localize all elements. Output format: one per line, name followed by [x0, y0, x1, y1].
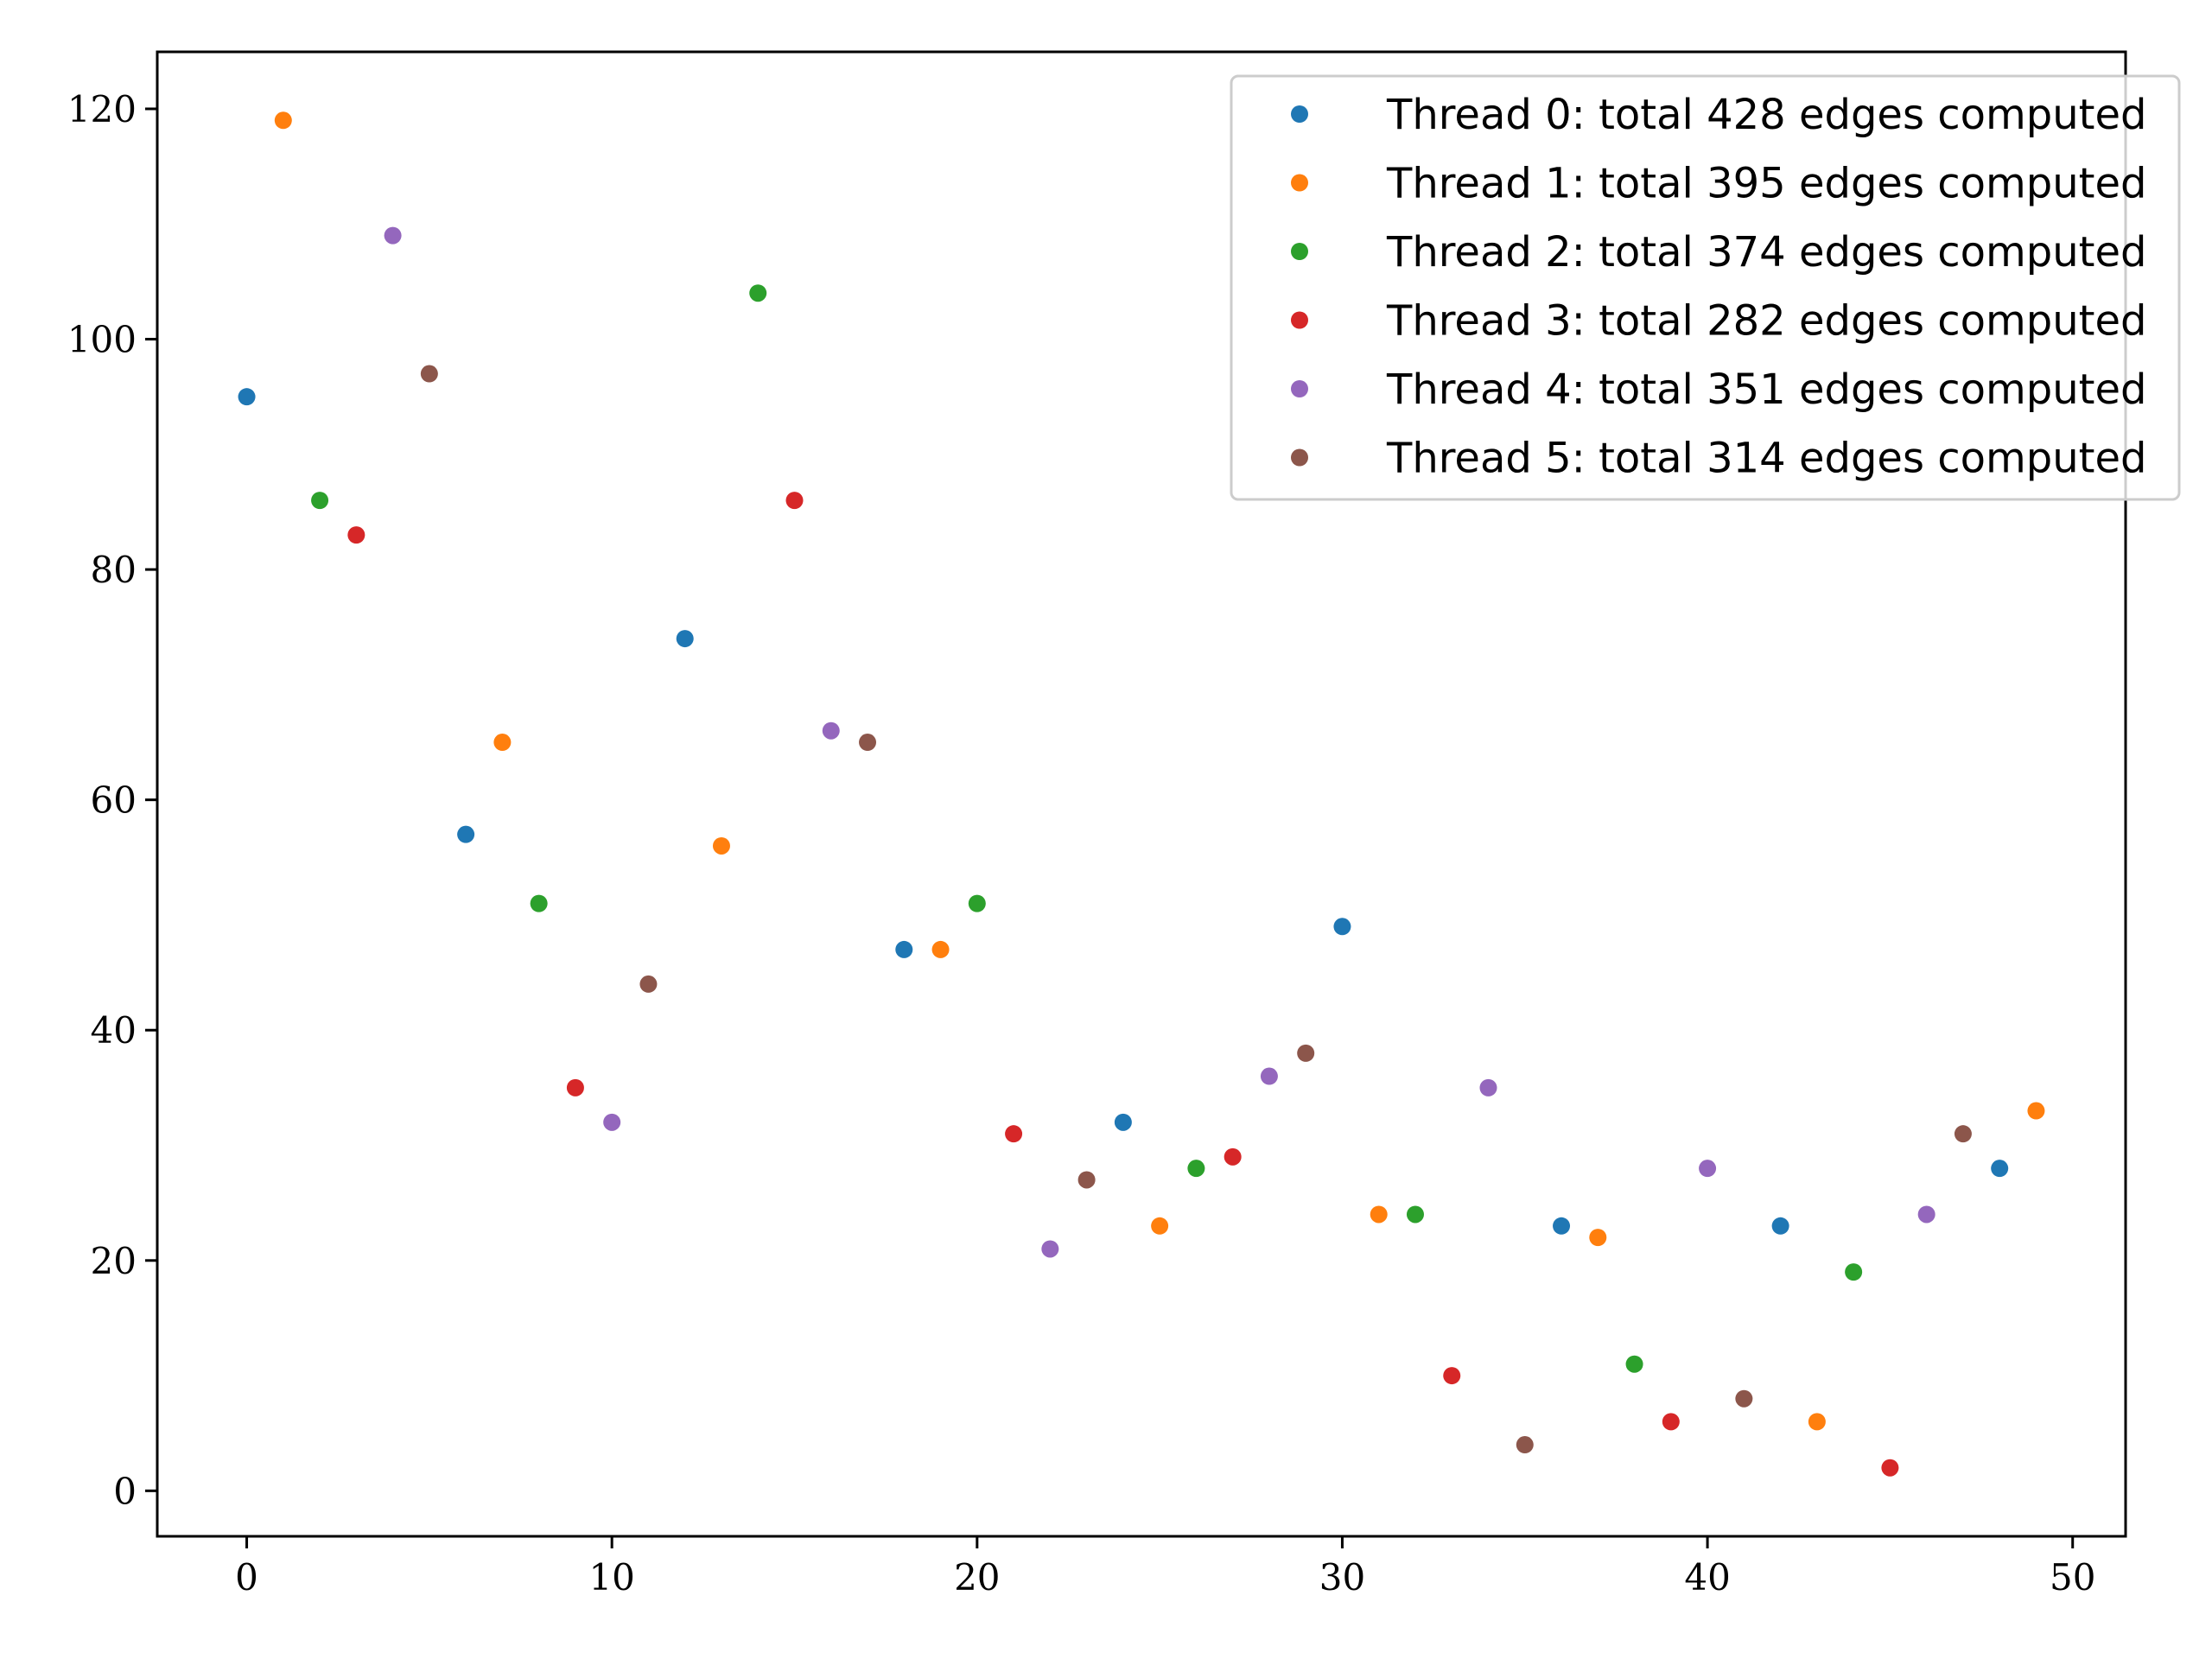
series-1	[274, 111, 2045, 1431]
y-axis: 0 20 40 60 80 100 120	[67, 88, 157, 1512]
y-tick-label: 20	[91, 1240, 137, 1282]
legend-marker	[1291, 174, 1308, 192]
legend: Thread 0: total 428 edges computed Thread…	[1230, 74, 2181, 501]
data-point	[347, 526, 365, 544]
legend-label: Thread 3: total 282 edges computed	[1386, 297, 2146, 346]
x-tick-label: 30	[1319, 1556, 1365, 1599]
data-point	[420, 365, 438, 383]
data-point	[859, 734, 877, 752]
data-point	[1041, 1240, 1059, 1258]
data-point	[1516, 1436, 1534, 1454]
data-point	[749, 284, 767, 302]
legend-label: Thread 5: total 314 edges computed	[1386, 435, 2146, 483]
data-point	[238, 388, 256, 406]
series-2	[311, 284, 1863, 1373]
data-point	[1589, 1229, 1607, 1247]
data-point	[1662, 1413, 1680, 1431]
data-point	[1224, 1147, 1242, 1166]
data-point	[311, 492, 329, 510]
data-point	[457, 825, 475, 843]
legend-label: Thread 4: total 351 edges computed	[1386, 365, 2146, 414]
data-point	[274, 111, 292, 130]
y-tick-label: 0	[113, 1470, 137, 1512]
legend-label: Thread 1: total 395 edges computed	[1386, 160, 2146, 208]
legend-marker	[1291, 105, 1308, 123]
data-point	[1187, 1160, 1205, 1178]
data-point	[1370, 1205, 1388, 1224]
x-tick-label: 20	[954, 1556, 1000, 1599]
series-5	[420, 365, 1972, 1454]
data-point	[493, 734, 512, 752]
x-axis: 0 10 20 30 40 50	[235, 1536, 2095, 1599]
data-point	[676, 630, 694, 648]
data-point	[1699, 1160, 1717, 1178]
data-point	[1625, 1355, 1643, 1373]
series-0	[238, 388, 2009, 1235]
plot-frame	[156, 50, 2127, 1538]
data-point	[566, 1078, 584, 1096]
data-point	[1406, 1205, 1424, 1224]
series-3	[347, 492, 1899, 1477]
x-tick-label: 0	[235, 1556, 258, 1599]
x-tick-label: 50	[2050, 1556, 2095, 1599]
y-tick-label: 60	[91, 779, 137, 822]
data-point	[1771, 1217, 1789, 1235]
data-point	[384, 226, 402, 245]
legend-label: Thread 2: total 374 edges computed	[1386, 228, 2146, 276]
data-point	[1077, 1171, 1096, 1189]
data-point	[1443, 1367, 1461, 1385]
y-tick-label: 120	[67, 88, 137, 130]
data-point	[603, 1113, 621, 1131]
data-point	[1845, 1263, 1863, 1281]
legend-label: Thread 0: total 428 edges computed	[1386, 91, 2146, 139]
data-point	[1333, 918, 1351, 936]
legend-marker	[1291, 311, 1308, 329]
data-point	[822, 721, 840, 740]
data-point	[1917, 1205, 1936, 1224]
data-point	[1808, 1413, 1826, 1431]
data-point	[931, 940, 950, 958]
x-tick-label: 40	[1684, 1556, 1730, 1599]
data-points	[238, 111, 2045, 1477]
legend-marker	[1291, 380, 1308, 397]
y-tick-label: 80	[91, 549, 137, 591]
data-point	[712, 836, 730, 855]
data-point	[639, 975, 658, 993]
data-point	[1991, 1160, 2009, 1178]
data-point	[2027, 1102, 2045, 1120]
x-tick-label: 10	[588, 1556, 634, 1599]
data-point	[895, 940, 913, 958]
data-point	[1479, 1078, 1497, 1096]
data-point	[1881, 1459, 1899, 1477]
data-point	[530, 894, 548, 912]
data-point	[1553, 1217, 1571, 1235]
data-point	[1114, 1113, 1132, 1131]
data-point	[1151, 1217, 1169, 1235]
data-point	[1005, 1125, 1023, 1143]
legend-box	[1230, 74, 2181, 501]
data-point	[1735, 1389, 1753, 1408]
series-4	[384, 226, 1936, 1258]
data-point	[1954, 1125, 1972, 1143]
data-point	[1260, 1067, 1278, 1085]
data-point	[785, 492, 804, 510]
legend-marker	[1291, 448, 1308, 467]
data-point	[1297, 1044, 1315, 1062]
data-point	[968, 894, 986, 912]
y-tick-label: 100	[67, 319, 137, 361]
legend-marker	[1291, 243, 1308, 260]
y-tick-label: 40	[91, 1009, 137, 1052]
